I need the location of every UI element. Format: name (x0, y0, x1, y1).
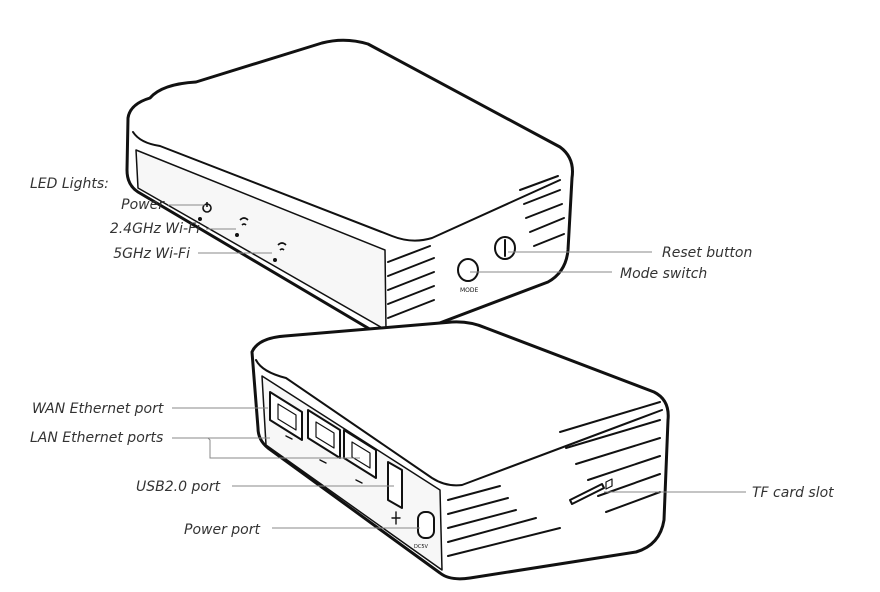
tf-card-icon (605, 478, 613, 490)
bottom-device-top-edge (255, 359, 663, 487)
wifi-5-icon (277, 242, 287, 251)
power-port: DC5V (414, 511, 435, 550)
label-tf-slot: TF card slot (752, 485, 834, 501)
labels: LED Lights: Power 2.4GHz Wi-Fi 5GHz Wi-F… (30, 176, 834, 538)
led-dot (198, 217, 203, 222)
label-lan-ports: LAN Ethernet ports (30, 430, 163, 446)
usb-icon (391, 511, 401, 525)
label-power-port: Power port (184, 522, 260, 538)
top-device-vents (387, 175, 565, 319)
bottom-device-vents (447, 401, 661, 557)
mode-switch-text: MODE (460, 287, 479, 294)
top-device: MODE (125, 38, 574, 339)
bottom-device-body (250, 320, 670, 581)
led-wifi-24 (235, 217, 249, 238)
led-power (198, 202, 212, 222)
reset-button-shape (494, 236, 516, 260)
led-dot (235, 233, 240, 238)
label-led-lights: LED Lights: (30, 176, 109, 192)
label-mode-switch: Mode switch (620, 266, 707, 282)
leader-lan (172, 437, 360, 459)
ethernet-icon (285, 435, 363, 484)
wifi-24-icon (239, 217, 249, 226)
label-wan-port: WAN Ethernet port (32, 401, 164, 417)
ethernet-port-wan (269, 391, 303, 441)
bottom-device: DC5V (250, 320, 670, 581)
label-wifi-24: 2.4GHz Wi-Fi (110, 221, 200, 237)
top-device-top-edge (132, 131, 561, 242)
label-wifi-5: 5GHz Wi-Fi (113, 246, 190, 262)
mode-switch-shape: MODE (457, 258, 479, 294)
leader-lines (168, 204, 746, 529)
label-usb-port: USB2.0 port (136, 479, 221, 495)
label-reset-button: Reset button (662, 245, 752, 261)
power-port-text: DC5V (414, 544, 429, 550)
label-power: Power (121, 197, 165, 213)
led-dot (272, 257, 277, 262)
usb-port (387, 461, 403, 525)
led-wifi-5 (272, 242, 287, 262)
ethernet-port-lan-2 (343, 429, 377, 479)
tf-card-slot (569, 478, 613, 505)
